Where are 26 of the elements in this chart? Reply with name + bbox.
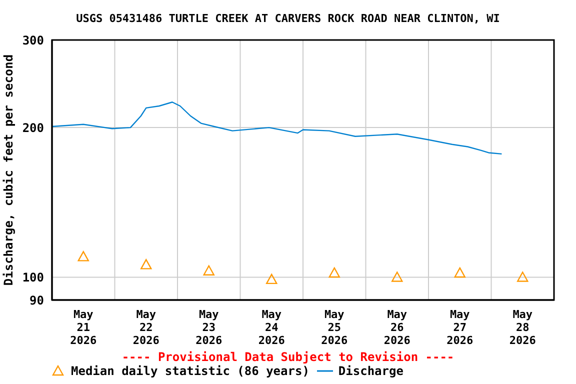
x-tick-label: May 25 2026 — [321, 308, 348, 347]
x-tick-label: May 22 2026 — [132, 308, 160, 347]
y-axis-title: Discharge, cubic feet per second — [1, 54, 16, 286]
legend-label: Discharge — [338, 364, 404, 378]
x-tick-label: May 28 2026 — [509, 308, 536, 347]
point — [454, 267, 466, 278]
x-tick-label: May 23 2026 — [196, 308, 222, 347]
x-tick-label: May 21 2026 — [70, 308, 97, 347]
point — [140, 259, 152, 270]
point — [392, 272, 403, 282]
y-tick-label: 200 — [22, 120, 44, 135]
point — [266, 274, 278, 284]
point — [328, 267, 340, 278]
y-tick-label: 90 — [30, 293, 44, 308]
line-series — [52, 102, 502, 155]
x-tick-label: May 24 2026 — [258, 308, 286, 347]
legend-label: Median daily statistic (86 years) — [71, 364, 310, 378]
x-tick-label: May 26 2026 — [384, 308, 411, 347]
point — [78, 251, 89, 262]
chart-title: USGS 05431486 TURTLE CREEK AT CARVERS ROCK ROAD NEAR CLINTON, WI — [75, 12, 501, 25]
y-tick-label: 300 — [22, 33, 44, 48]
point — [517, 272, 528, 282]
y-tick-label: 100 — [22, 270, 44, 285]
text: ---- Provisional Data Subject to Revision ---- — [120, 350, 456, 364]
x-tick-label: May 27 2026 — [446, 308, 474, 347]
point — [203, 265, 214, 276]
